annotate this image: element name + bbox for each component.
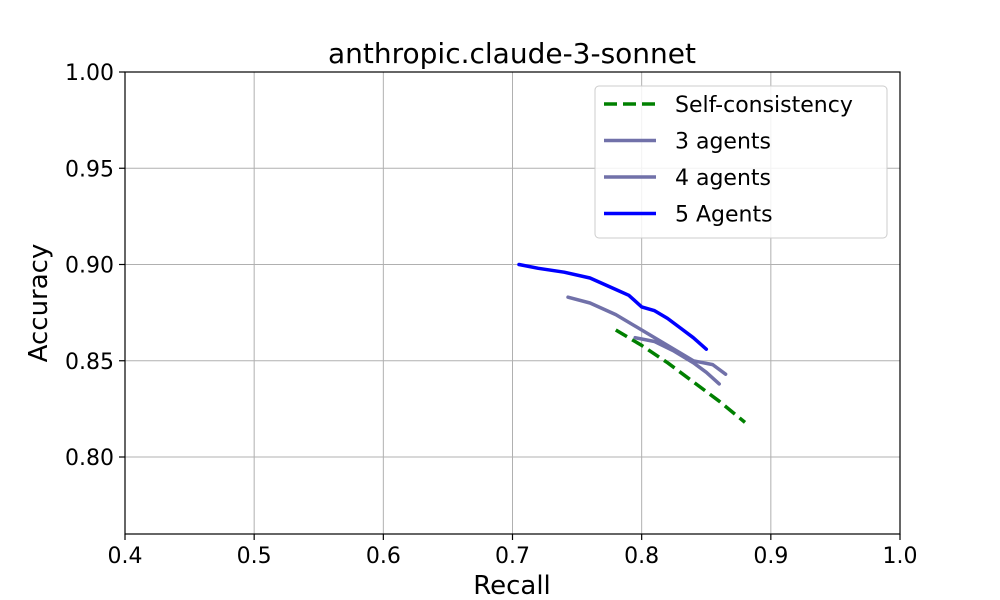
legend-label-3-agents: 3 agents <box>675 130 771 155</box>
series-line-self-consistency <box>614 328 747 424</box>
y-tick-label: 0.95 <box>65 157 114 182</box>
y-tick-label: 0.80 <box>65 446 114 471</box>
y-axis-label: Accuracy <box>24 244 54 363</box>
series-line-3-agents <box>566 295 728 376</box>
legend-label-self-consistency: Self-consistency <box>675 93 853 118</box>
legend-label-4-agents: 4 agents <box>675 166 771 191</box>
series-layer <box>517 262 747 424</box>
x-tick-label: 0.8 <box>624 544 659 569</box>
series-line-5-agents <box>517 262 709 351</box>
y-tick-label: 0.85 <box>65 350 114 375</box>
x-tick-label: 1.0 <box>883 544 918 569</box>
x-axis-label: Recall <box>473 571 551 600</box>
x-tick-label: 0.4 <box>108 544 143 569</box>
x-tick-label: 0.9 <box>753 544 788 569</box>
x-tick-label: 0.5 <box>237 544 272 569</box>
chart-title: anthropic.claude-3-sonnet <box>328 37 696 70</box>
legend: Self-consistency 3 agents 4 agents 5 Agents <box>594 85 888 239</box>
x-axis-ticks: 0.4 0.5 0.6 0.7 0.8 0.9 1.0 <box>108 534 918 569</box>
x-tick-label: 0.7 <box>495 544 530 569</box>
series-line-4-agents <box>633 335 721 386</box>
legend-label-5-agents: 5 Agents <box>675 203 773 228</box>
x-tick-label: 0.6 <box>366 544 401 569</box>
y-tick-label: 1.00 <box>65 61 114 86</box>
y-tick-label: 0.90 <box>65 254 114 279</box>
y-axis-ticks: 0.80 0.85 0.90 0.95 1.00 <box>65 61 125 471</box>
legend-box <box>594 85 888 239</box>
